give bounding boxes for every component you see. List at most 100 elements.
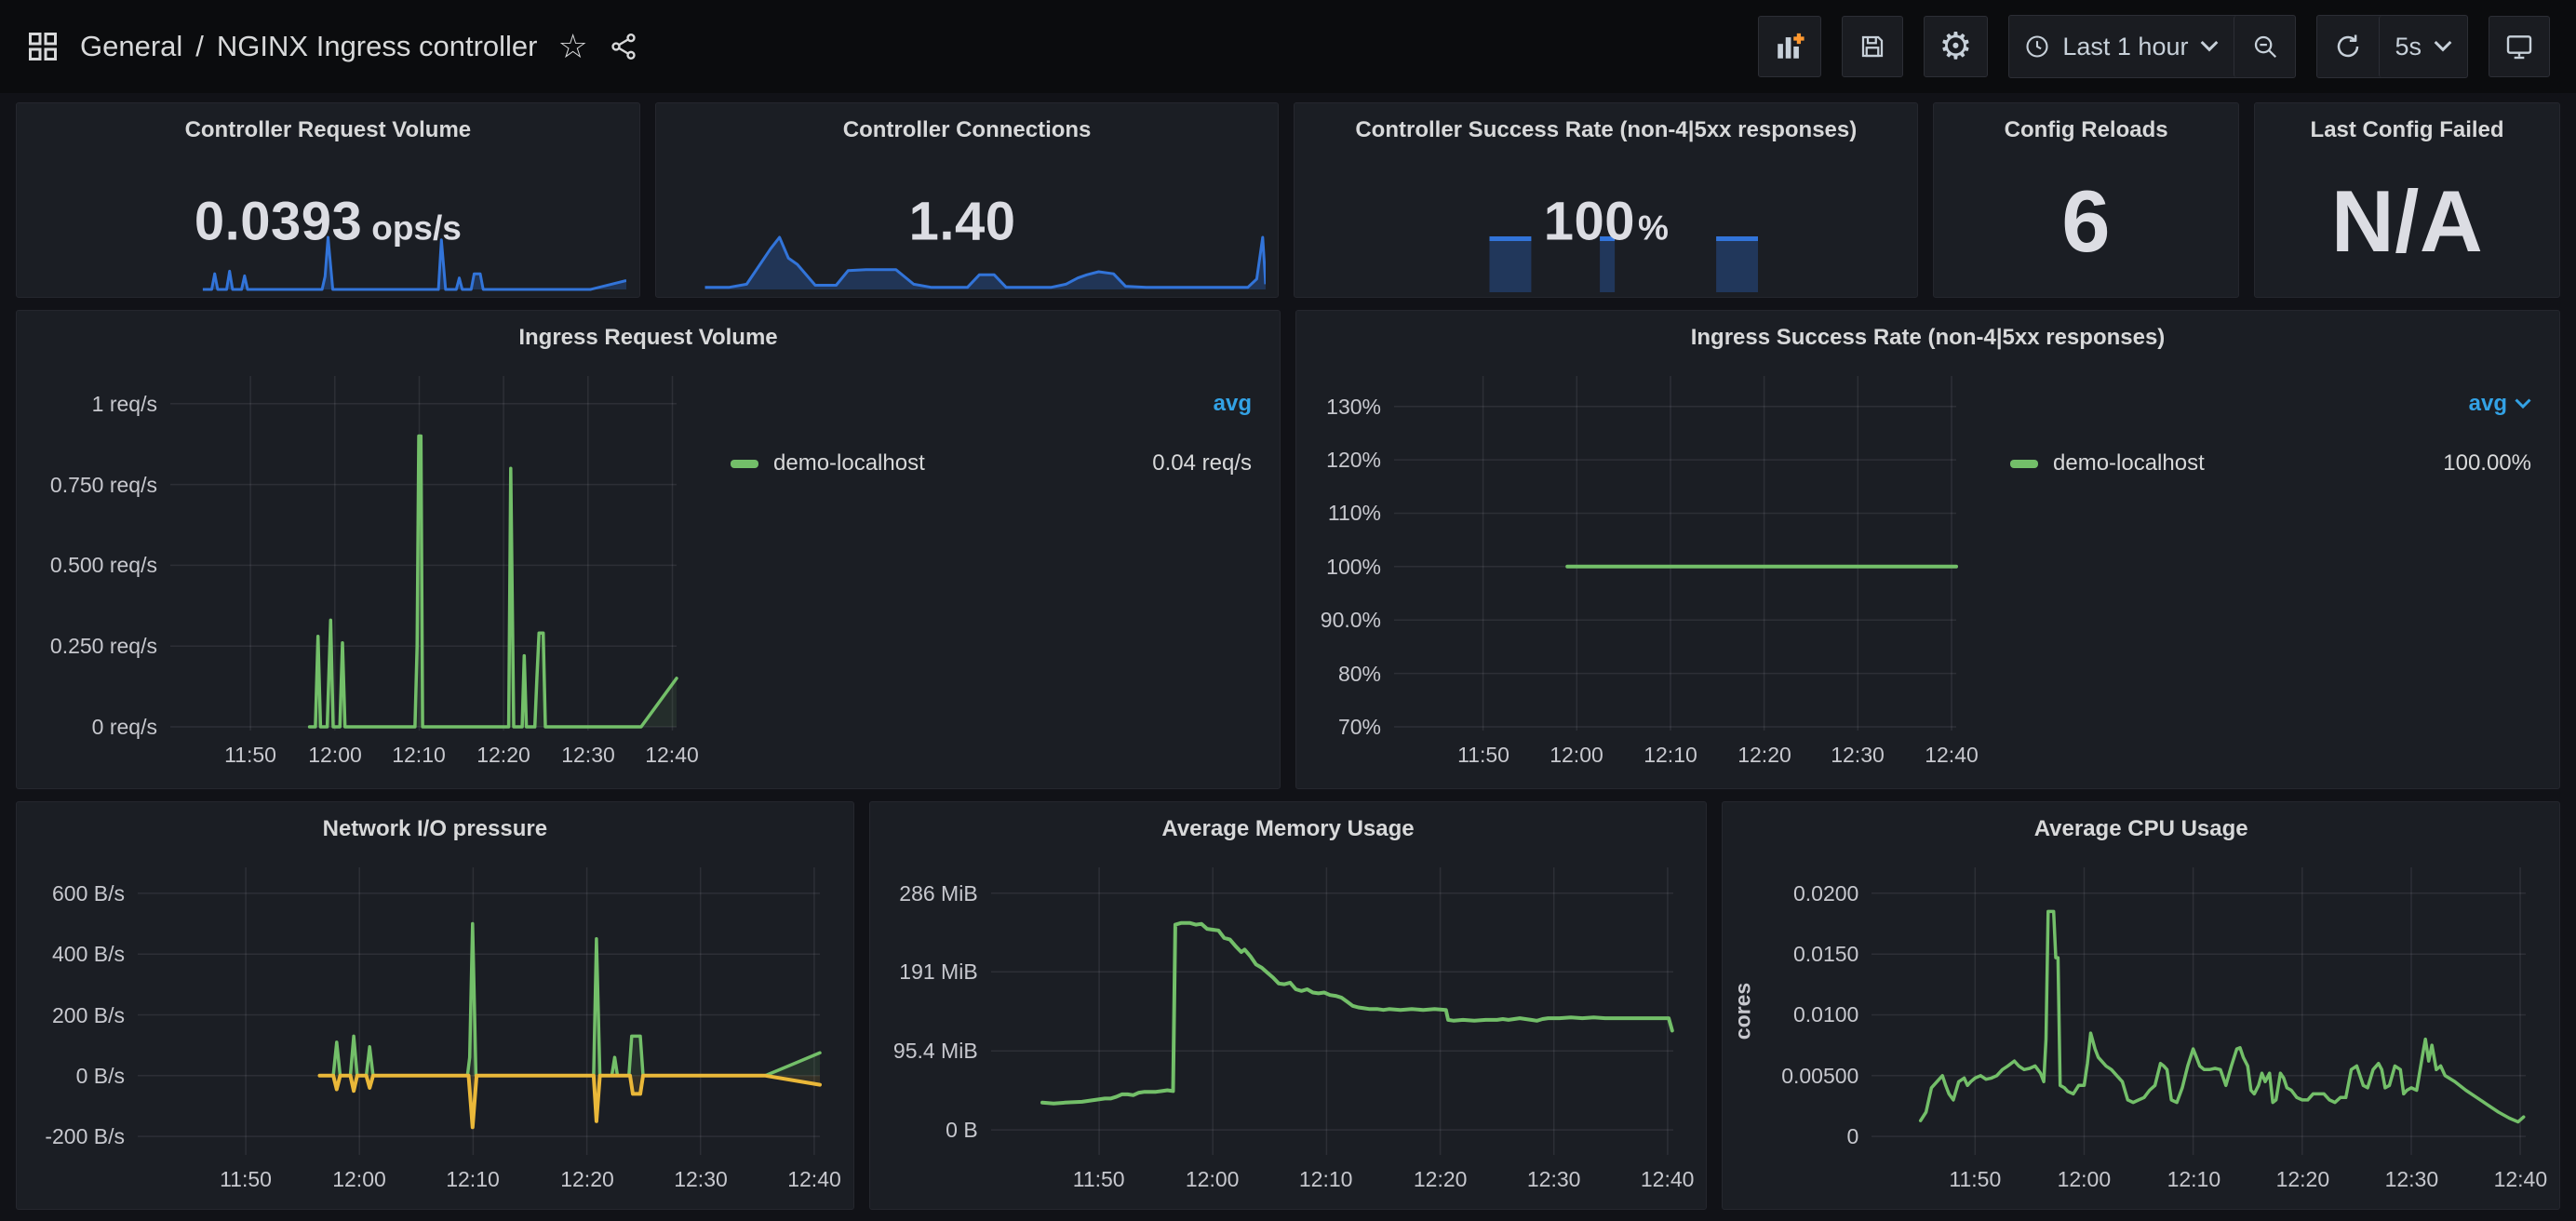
x-axis-tick: 12:30 [636, 1166, 766, 1192]
chart-canvas[interactable] [17, 802, 853, 1209]
time-controls: Last 1 hour [2008, 15, 2296, 78]
panel-title[interactable]: Last Config Failed [2255, 103, 2559, 157]
save-dashboard-button[interactable] [1842, 16, 1903, 77]
panel-title[interactable]: Ingress Success Rate (non-4|5xx response… [1296, 311, 2559, 365]
x-axis-tick: 11:50 [1034, 1166, 1164, 1192]
y-axis-label: cores [1731, 919, 1756, 1105]
x-axis-tick: 12:40 [1603, 1166, 1708, 1192]
y-axis-tick: 286 MiB [870, 880, 978, 906]
share-icon[interactable] [609, 32, 638, 61]
panel-title[interactable]: Controller Request Volume [17, 103, 639, 157]
time-range-label: Last 1 hour [2062, 33, 2188, 61]
stat-value: 100% [1295, 190, 1917, 252]
stat-value: 1.40 [656, 190, 1279, 252]
legend: avg demo-localhost 0.04 req/s [731, 391, 1252, 476]
chevron-down-icon [2434, 40, 2452, 53]
panel-title[interactable]: Controller Success Rate (non-4|5xx respo… [1295, 103, 1917, 157]
panel-ingress-success-rate: Ingress Success Rate (non-4|5xx response… [1295, 310, 2560, 789]
dashboard-settings-button[interactable]: ⚙ [1924, 16, 1989, 77]
add-panel-icon [1774, 31, 1805, 62]
chart-canvas[interactable] [17, 311, 1280, 788]
legend-sort-header[interactable]: avg [731, 391, 1252, 417]
y-axis-tick: 95.4 MiB [870, 1038, 978, 1064]
panel-title[interactable]: Network I/O pressure [17, 802, 853, 856]
navbar: General / NGINX Ingress controller ☆ [0, 0, 2576, 93]
y-axis-tick: -200 B/s [17, 1123, 125, 1149]
refresh-icon [2334, 33, 2362, 60]
add-panel-button[interactable] [1758, 16, 1821, 77]
panel-controller-connections: Controller Connections 1.40 [655, 102, 1280, 298]
legend-sort-header[interactable]: avg [2010, 391, 2531, 417]
legend: avg demo-localhost 100.00% [2010, 391, 2531, 476]
y-axis-tick: 0 [1723, 1123, 1858, 1149]
refresh-controls: 5s [2316, 15, 2468, 78]
y-axis-tick: 100% [1296, 554, 1381, 580]
y-axis-tick: 200 B/s [17, 1002, 125, 1028]
x-axis-tick: 12:30 [1489, 1166, 1619, 1192]
panel-title[interactable]: Ingress Request Volume [17, 311, 1280, 365]
series-value: 0.04 req/s [1152, 450, 1252, 476]
y-axis-tick: 120% [1296, 447, 1381, 473]
x-axis-tick: 12:20 [1375, 1166, 1506, 1192]
refresh-interval-label: 5s [2395, 33, 2422, 61]
panel-config-reloads: Config Reloads 6 [1933, 102, 2239, 298]
stat-value: 0.0393ops/s [17, 190, 639, 252]
y-axis-tick: 600 B/s [17, 880, 125, 906]
y-axis-tick: 0 B [870, 1117, 978, 1143]
panel-last-config-failed: Last Config Failed N/A [2254, 102, 2560, 298]
breadcrumb-dashboard-title[interactable]: NGINX Ingress controller [217, 30, 538, 63]
monitor-icon [2504, 32, 2534, 61]
graph-row-2: Network I/O pressure -200 B/s 0 B/s 200 B/… [16, 801, 2560, 1210]
time-range-picker[interactable]: Last 1 hour [2009, 16, 2234, 77]
panel-network-io-pressure: Network I/O pressure -200 B/s 0 B/s 200 B/… [16, 801, 854, 1210]
series-color-marker [2010, 460, 2038, 468]
star-icon[interactable]: ☆ [557, 30, 587, 63]
breadcrumb-folder[interactable]: General [80, 30, 182, 63]
y-axis-tick: 90.0% [1296, 607, 1381, 633]
x-axis-tick: 12:40 [607, 742, 737, 768]
stat-value: N/A [2255, 171, 2559, 272]
panel-title[interactable]: Average Memory Usage [870, 802, 1707, 856]
panel-controller-request-volume: Controller Request Volume 0.0393ops/s [16, 102, 640, 298]
zoom-out-button[interactable] [2234, 16, 2295, 77]
time-series-plot[interactable]: 70%80%90.0%100%110%120%130%11:5012:0012:… [1296, 311, 2559, 788]
chevron-down-icon [2515, 398, 2531, 409]
y-axis-tick: 0.750 req/s [17, 472, 157, 498]
x-axis-tick: 12:00 [294, 1166, 424, 1192]
y-axis-tick: 130% [1296, 394, 1381, 420]
panel-average-memory-usage: Average Memory Usage 0 B 95.4 MiB 191 MiB 2… [869, 801, 1708, 1210]
panel-title[interactable]: Config Reloads [1934, 103, 2238, 157]
legend-item[interactable]: demo-localhost 100.00% [2010, 450, 2531, 476]
zoom-out-icon [2251, 33, 2279, 60]
time-series-plot[interactable]: -200 B/s0 B/s200 B/s400 B/s600 B/s11:501… [17, 802, 853, 1209]
time-series-plot[interactable]: 0 B95.4 MiB191 MiB286 MiB11:5012:0012:10… [870, 802, 1707, 1209]
y-axis-tick: 0.0200 [1723, 880, 1858, 906]
y-axis-tick: 1 req/s [17, 391, 157, 417]
chart-canvas[interactable] [1296, 311, 2559, 788]
x-axis-tick: 12:40 [749, 1166, 854, 1192]
grafana-dashboard: General / NGINX Ingress controller ☆ [0, 0, 2576, 1221]
x-axis-tick: 12:20 [522, 1166, 652, 1192]
y-axis-tick: 110% [1296, 500, 1381, 526]
y-axis-tick: 0 B/s [17, 1063, 125, 1089]
legend-item[interactable]: demo-localhost 0.04 req/s [731, 450, 1252, 476]
panel-title[interactable]: Average CPU Usage [1723, 802, 2559, 856]
dashboard-grid: Controller Request Volume 0.0393ops/s Co… [0, 93, 2576, 1221]
x-axis-tick: 12:00 [1147, 1166, 1278, 1192]
refresh-button[interactable] [2317, 16, 2379, 77]
stat-value: 6 [1934, 171, 2238, 272]
panel-title[interactable]: Controller Connections [656, 103, 1279, 157]
series-label: demo-localhost [2053, 450, 2205, 476]
stat-row: Controller Request Volume 0.0393ops/s Co… [16, 102, 2560, 298]
refresh-interval-dropdown[interactable]: 5s [2379, 16, 2467, 77]
panel-average-cpu-usage: Average CPU Usage 00.005000.01000.01500.… [1722, 801, 2560, 1210]
y-axis-tick: 0.500 req/s [17, 552, 157, 578]
kiosk-mode-button[interactable] [2489, 16, 2550, 77]
clock-icon [2024, 34, 2050, 60]
x-axis-tick: 12:40 [2455, 1166, 2560, 1192]
time-series-plot[interactable]: 00.005000.01000.01500.020011:5012:0012:1… [1723, 802, 2559, 1209]
y-axis-tick: 191 MiB [870, 959, 978, 985]
time-series-plot[interactable]: 0 req/s0.250 req/s0.500 req/s0.750 req/s… [17, 311, 1280, 788]
dashboards-grid-icon[interactable] [26, 30, 60, 63]
chart-canvas[interactable] [870, 802, 1707, 1209]
